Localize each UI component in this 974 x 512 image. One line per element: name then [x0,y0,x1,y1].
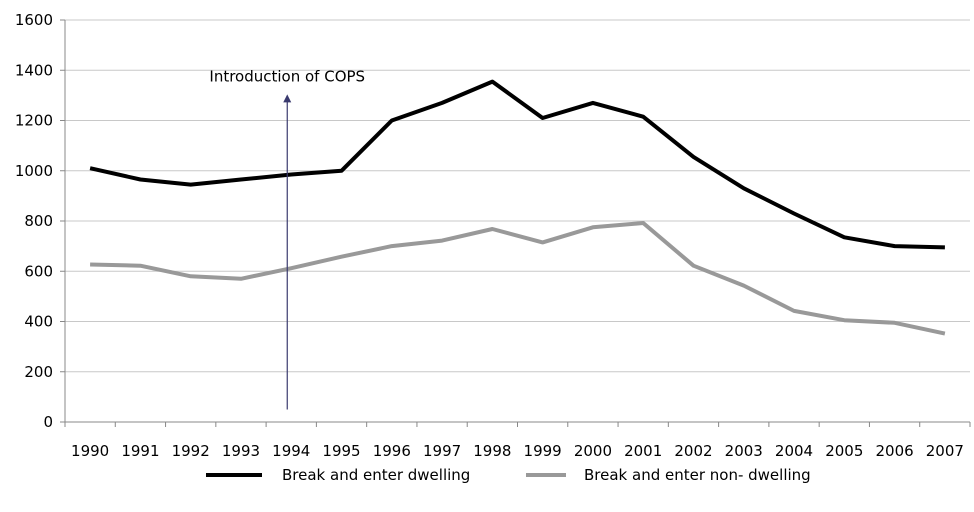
series-line-1 [90,223,945,334]
x-tick-label: 1993 [222,442,260,460]
legend: Break and enter dwelling Break and enter… [206,466,811,484]
y-tick-label: 600 [24,262,53,280]
legend-label-dwelling: Break and enter dwelling [282,466,470,484]
x-tick-label: 2005 [825,442,863,460]
x-tick-label: 2007 [926,442,964,460]
legend-item-dwelling: Break and enter dwelling [206,466,470,484]
x-tick-label: 2003 [725,442,763,460]
y-tick-label: 800 [24,212,53,230]
x-tick-label: 2001 [624,442,662,460]
x-tick-label: 1994 [272,442,310,460]
series-lines [90,81,945,333]
x-tick-label: 1995 [322,442,360,460]
x-tick-label: 1997 [423,442,461,460]
x-tick-label: 2000 [574,442,612,460]
annotation: Introduction of COPS [209,67,365,409]
x-tick-label: 1996 [373,442,411,460]
x-axis-ticks: 1990 1991 1992 1993 1994 1995 1996 1997 1998 1999… [65,422,970,460]
annotation-arrow-head [283,94,291,102]
x-tick-label: 2004 [775,442,813,460]
y-axis-ticks: 0 200 400 600 800 1000 1200 1400 1600 [15,11,65,431]
series-line-0 [90,82,945,248]
y-tick-label: 1000 [15,162,53,180]
legend-label-non-dwelling: Break and enter non- dwelling [584,466,811,484]
y-tick-label: 200 [24,363,53,381]
x-tick-label: 1998 [473,442,511,460]
x-tick-label: 1991 [121,442,159,460]
x-tick-label: 2002 [674,442,712,460]
y-tick-label: 0 [43,413,53,431]
legend-item-non-dwelling: Break and enter non- dwelling [526,466,811,484]
y-tick-label: 1600 [15,11,53,29]
x-tick-label: 1990 [71,442,109,460]
y-tick-label: 1400 [15,61,53,79]
annotation-label: Introduction of COPS [209,67,365,85]
y-tick-label: 1200 [15,112,53,130]
x-tick-label: 2006 [875,442,913,460]
x-tick-label: 1992 [172,442,210,460]
x-tick-label: 1999 [524,442,562,460]
y-tick-label: 400 [24,313,53,331]
